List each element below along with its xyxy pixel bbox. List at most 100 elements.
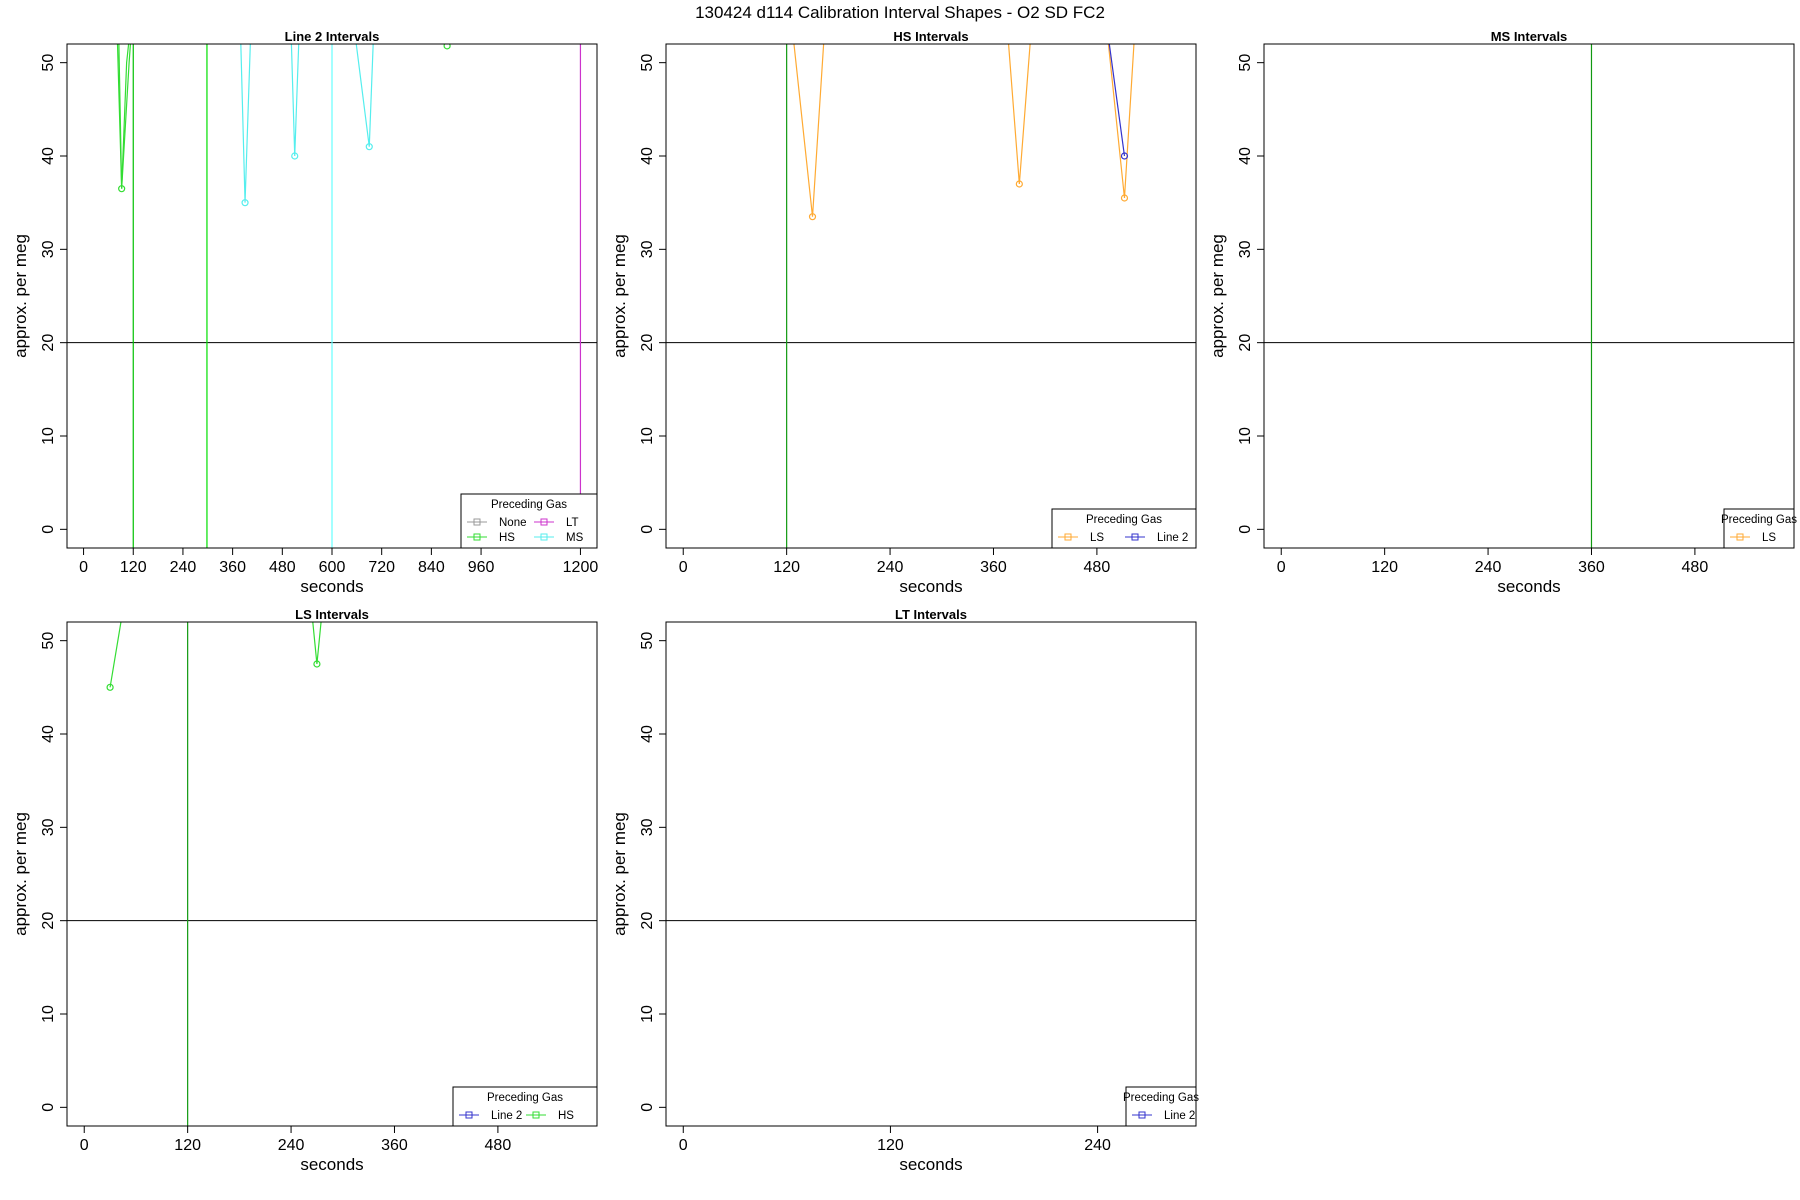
y-axis: 0 10 20 30 40 50 approx. per meg — [610, 54, 667, 534]
legend-swatch-marker — [532, 1111, 540, 1119]
legend-title: Preceding Gas — [1721, 514, 1797, 526]
legend-swatch-marker — [465, 1111, 473, 1119]
y-axis: 0 10 20 30 40 50 approx. per meg — [11, 632, 68, 1112]
y-tick-label: 0 — [639, 525, 656, 534]
panel-title: HS Intervals — [893, 29, 968, 44]
data-point — [1120, 194, 1129, 202]
legend-swatch-marker — [540, 533, 548, 541]
legend-entry: HS — [526, 1110, 574, 1122]
series-line — [312, 622, 322, 665]
plot-frame — [1263, 43, 1795, 549]
x-tick-label: 240 — [170, 559, 197, 576]
y-tick-label: 40 — [40, 147, 57, 165]
y-tick-label: 30 — [40, 818, 57, 836]
y-axis-label: approx. per meg — [11, 234, 30, 358]
x-tick-label: 0 — [1277, 559, 1286, 576]
x-axis: 0 120 240 360 480 seconds — [679, 547, 1110, 596]
legend-swatch-marker — [1736, 533, 1744, 541]
series-line — [355, 44, 374, 147]
legend-entry: Line 2 — [1132, 1110, 1195, 1122]
legend-swatch-marker — [473, 518, 481, 526]
series-line — [118, 44, 132, 189]
panel-4: LS Intervals 0 120 240 360 480 seconds 0 10 20 30 4… — [11, 607, 598, 1174]
panel-title: Line 2 Intervals — [285, 29, 380, 44]
x-tick-label: 120 — [773, 559, 800, 576]
legend-label: Line 2 — [1157, 532, 1188, 544]
legend: Preceding Gas None LT HS MS — [460, 493, 598, 549]
y-axis-label: approx. per meg — [610, 234, 629, 358]
y-axis-label: approx. per meg — [11, 812, 30, 936]
x-tick-label: 600 — [319, 559, 346, 576]
legend-swatch-marker — [473, 533, 481, 541]
legend-box — [1723, 508, 1795, 549]
legend-label: HS — [558, 1110, 574, 1122]
x-tick-label: 120 — [1371, 559, 1398, 576]
x-tick-label: 120 — [120, 559, 147, 576]
legend-entry: Line 2 — [459, 1110, 522, 1122]
y-tick-label: 0 — [40, 1103, 57, 1112]
legend-entry: LT — [534, 517, 579, 529]
x-axis: 0 120 240 360 480 seconds — [1277, 547, 1709, 596]
data-point — [241, 199, 249, 207]
y-tick-label: 30 — [639, 240, 656, 258]
legend-label: LS — [1762, 532, 1776, 544]
plot-frame — [66, 621, 598, 1127]
legend-label: LS — [1090, 532, 1104, 544]
x-tick-label: 120 — [877, 1137, 904, 1154]
y-tick-label: 30 — [639, 818, 656, 836]
y-tick-label: 20 — [1237, 334, 1254, 352]
x-tick-label: 360 — [219, 559, 246, 576]
y-tick-label: 20 — [40, 334, 57, 352]
plot-area — [67, 622, 597, 1126]
y-tick-label: 20 — [639, 334, 656, 352]
data-point — [291, 152, 299, 160]
y-tick-label: 50 — [1237, 54, 1254, 72]
y-tick-label: 40 — [1237, 147, 1254, 165]
x-tick-label: 480 — [485, 1137, 512, 1154]
x-tick-label: 480 — [1682, 559, 1709, 576]
series-line — [116, 44, 130, 189]
y-axis: 0 10 20 30 40 50 approx. per meg — [11, 54, 68, 534]
plot-area — [666, 44, 1196, 548]
y-tick-label: 30 — [40, 240, 57, 258]
y-tick-label: 10 — [639, 427, 656, 445]
y-tick-label: 50 — [639, 54, 656, 72]
y-tick-label: 30 — [1237, 240, 1254, 258]
x-tick-label: 840 — [418, 559, 445, 576]
panel-3: MS Intervals 0 120 240 360 480 seconds 0 10 20 30 4… — [1208, 29, 1797, 596]
y-axis-label: approx. per meg — [1208, 234, 1227, 358]
x-axis-label: seconds — [1497, 577, 1560, 596]
legend-label: Line 2 — [1164, 1110, 1195, 1122]
legend-label: None — [499, 517, 527, 529]
legend-entry: HS — [467, 532, 515, 544]
legend-entry: LS — [1730, 532, 1776, 544]
y-tick-label: 10 — [639, 1005, 656, 1023]
series-line — [1007, 44, 1031, 185]
panel-title: LT Intervals — [895, 607, 967, 622]
legend-box — [460, 493, 598, 549]
panel-title: LS Intervals — [295, 607, 369, 622]
legend: Preceding Gas LS Line 2 — [1051, 508, 1197, 549]
x-tick-label: 480 — [269, 559, 296, 576]
plot-area — [1264, 44, 1794, 548]
series-line — [793, 44, 825, 217]
y-axis: 0 10 20 30 40 50 approx. per meg — [610, 632, 667, 1112]
y-tick-label: 50 — [639, 632, 656, 650]
data-point — [365, 143, 373, 151]
figure-title: 130424 d114 Calibration Interval Shapes … — [695, 3, 1105, 22]
data-point — [443, 44, 451, 50]
legend-label: MS — [566, 532, 584, 544]
x-axis: 0 120 240 360 480 seconds — [80, 1125, 512, 1174]
panel-5: LT Intervals 0 120 240 seconds 0 10 20 30 40 50 app… — [610, 607, 1199, 1174]
plot-frame — [665, 621, 1197, 1127]
legend-label: Line 2 — [491, 1110, 522, 1122]
panel-2: HS Intervals 0 120 240 360 480 seconds 0 10 20 30 4… — [610, 29, 1197, 596]
x-axis-label: seconds — [899, 1155, 962, 1174]
legend-swatch-marker — [1064, 533, 1072, 541]
y-tick-label: 20 — [639, 912, 656, 930]
data-point — [106, 683, 114, 691]
x-axis-label: seconds — [899, 577, 962, 596]
y-tick-label: 50 — [40, 54, 57, 72]
y-tick-label: 10 — [1237, 427, 1254, 445]
legend-label: LT — [566, 517, 579, 529]
